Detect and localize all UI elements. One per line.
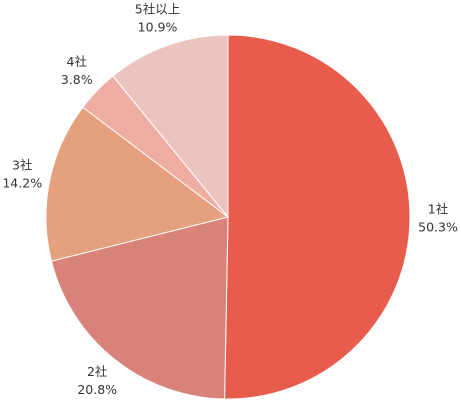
value-label: 3.8% (61, 72, 93, 87)
pie-slice (224, 34, 411, 400)
slice-label: 3社 (12, 158, 32, 173)
slice-label: 4社 (67, 54, 87, 69)
slice-label: 5社以上 (135, 2, 180, 17)
value-label: 20.8% (77, 382, 117, 397)
pie-slice (112, 34, 229, 219)
value-label: 14.2% (2, 176, 42, 191)
value-label: 10.9% (138, 20, 178, 35)
value-label: 50.3% (418, 219, 458, 234)
pie-slice (45, 106, 230, 262)
slice-label: 1社 (428, 201, 448, 216)
slice-label: 2社 (87, 364, 107, 379)
pie-slice (50, 216, 229, 400)
